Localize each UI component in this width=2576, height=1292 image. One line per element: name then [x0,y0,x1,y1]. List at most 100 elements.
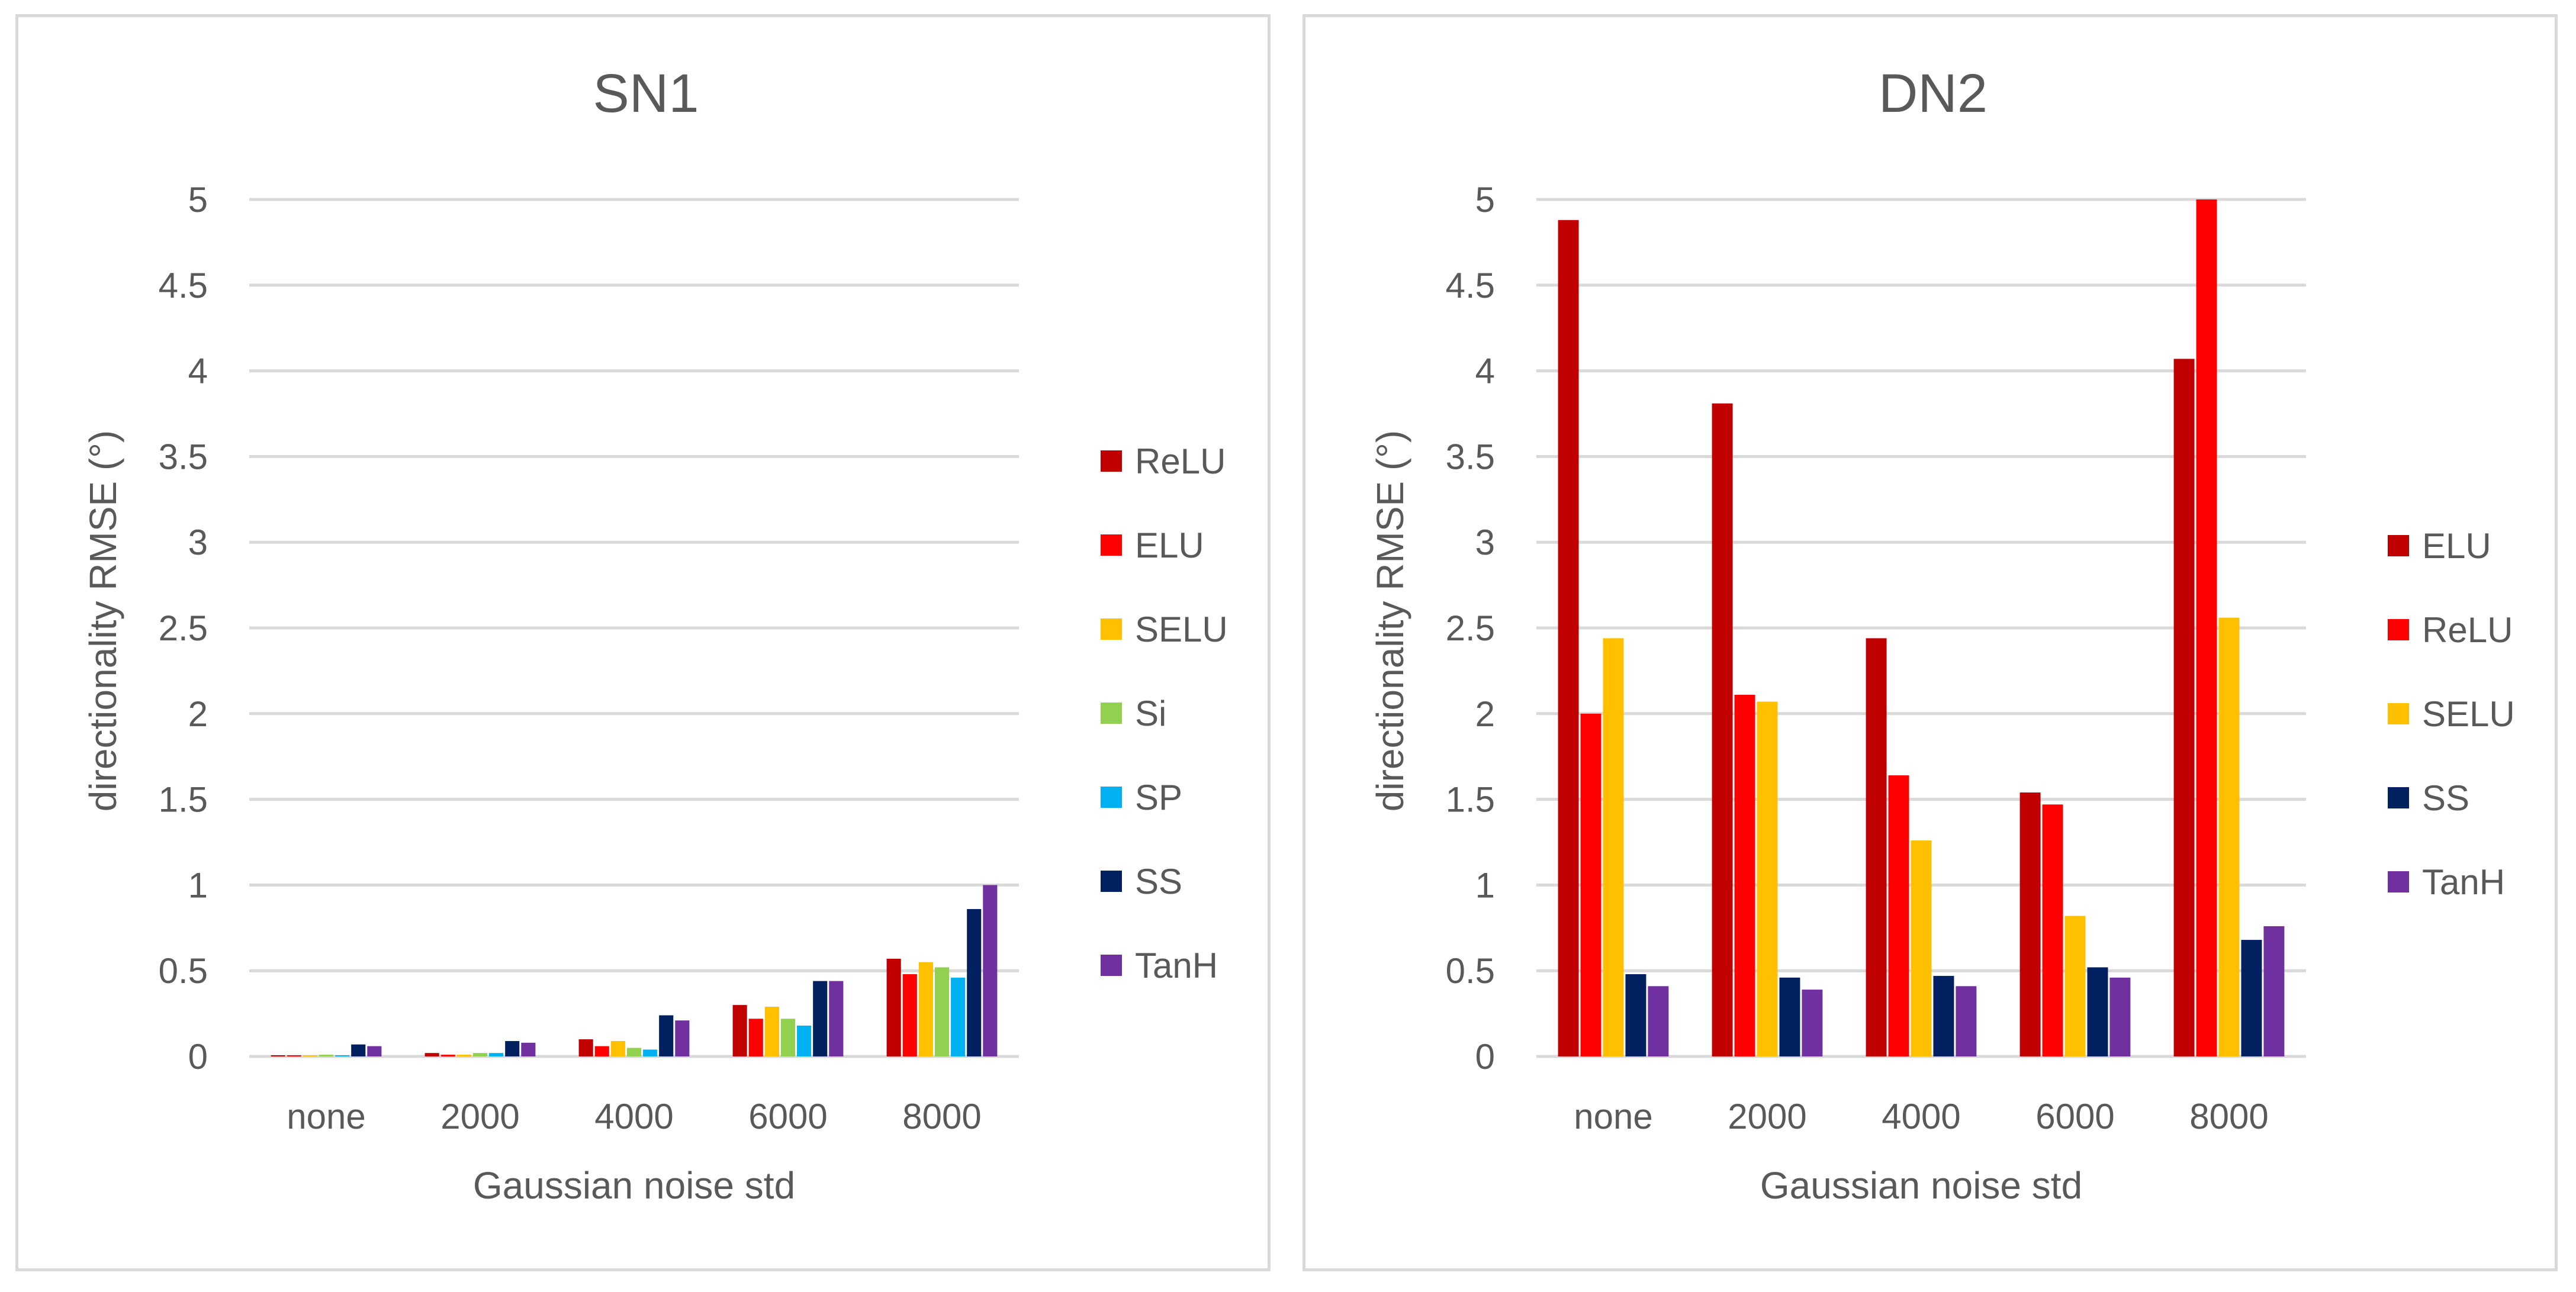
bar [2173,359,2195,1056]
bar [748,1019,763,1056]
legend-label: SELU [1135,610,1228,649]
legend-swatch [2388,787,2409,808]
legend-swatch [1101,703,1122,724]
bar [2196,199,2217,1056]
bar [1648,986,1669,1056]
y-tick-label: 1.5 [159,780,208,820]
bar [829,981,844,1056]
x-tick-label: 2000 [440,1097,519,1136]
y-tick-label: 4.5 [159,266,208,305]
y-tick-label: 3 [188,523,208,562]
bar [319,1055,334,1056]
bar [643,1049,658,1056]
x-tick-label: none [1574,1097,1652,1136]
bar [764,1007,779,1056]
bar [2042,804,2063,1056]
bar [1712,403,1733,1056]
bars [271,885,998,1056]
y-tick-label: 4 [188,352,208,391]
bar [918,962,933,1056]
bar [1933,975,1954,1056]
x-tick-label: 6000 [2035,1097,2114,1136]
x-tick-label: 8000 [902,1097,981,1136]
bar [659,1015,674,1056]
bar [1734,694,1755,1056]
y-tick-label: 0.5 [1446,951,1495,991]
bar [287,1055,301,1056]
chart-dn2: DN2 directionality RMSE (°) Gaussian noi… [1369,63,2515,1207]
x-tick-labels: none 2000 4000 6000 8000 [287,1097,981,1136]
legend-swatch [1101,618,1122,640]
y-tick-label: 3.5 [159,437,208,476]
y-tick-label: 1.5 [1446,780,1495,820]
bar [967,908,982,1056]
chart-sn1: SN1 directionality RMSE (°) Gaussian noi… [82,63,1228,1207]
x-tick-label: 2000 [1728,1097,1806,1136]
legend-swatch [1101,787,1122,808]
bar [2109,977,2131,1056]
legend-swatch [1101,955,1122,976]
bar [983,885,998,1056]
bar [489,1053,504,1056]
bar [594,1046,609,1056]
y-tick-label: 0 [188,1037,208,1077]
bar [472,1053,488,1056]
bar [424,1053,439,1056]
legend-label: ReLU [1135,442,1226,481]
legend-label: SP [1135,778,1182,817]
x-tick-label: 6000 [748,1097,827,1136]
bar [934,967,950,1056]
bar [1956,986,1977,1056]
bar [780,1019,796,1056]
y-tick-label: 2 [188,694,208,734]
chart-panel-sn1: SN1 directionality RMSE (°) Gaussian noi… [15,14,1271,1271]
bar [505,1040,520,1056]
legend-label: SELU [2422,694,2515,734]
legend-swatch [2388,619,2409,640]
legend: ELU ReLU SELU SS TanH [2388,526,2515,902]
y-tick-label: 5 [188,180,208,220]
y-tick-label: 3.5 [1446,437,1495,476]
bar [813,981,828,1056]
bar [797,1025,812,1056]
bar [521,1042,536,1056]
bar [1625,974,1646,1056]
bar [2087,967,2108,1056]
bar [1603,638,1624,1056]
y-tick-label: 5 [1475,180,1495,220]
x-tick-label: none [287,1097,365,1136]
bar [1580,713,1601,1056]
bar [271,1055,285,1056]
bar [335,1055,350,1056]
y-tick-label: 4 [1475,352,1495,391]
y-axis-label: directionality RMSE (°) [82,430,124,811]
bar [303,1055,317,1056]
bar [610,1040,625,1056]
bar [578,1039,593,1056]
legend-label: Si [1135,694,1166,733]
bar [732,1005,747,1056]
y-tick-label: 1 [188,865,208,905]
legend: ReLU ELU SELU Si SP SS TanH [1101,442,1228,985]
chart-title: SN1 [593,63,699,124]
legend-label: ELU [1135,526,1204,565]
y-tick-label: 3 [1475,523,1495,562]
bar [902,974,917,1056]
y-axis-label: directionality RMSE (°) [1369,430,1411,811]
x-tick-labels: none 2000 4000 6000 8000 [1574,1097,2268,1136]
bar [1757,701,1778,1056]
legend-label: ELU [2422,526,2491,566]
bar [2019,792,2041,1056]
x-tick-label: 4000 [594,1097,673,1136]
bar [1779,977,1800,1056]
legend-swatch [1101,534,1122,556]
bar [626,1048,642,1056]
x-tick-label: 8000 [2189,1097,2268,1136]
y-tick-label: 2.5 [159,608,208,648]
legend-swatch [1101,871,1122,892]
chart-panel-dn2: DN2 directionality RMSE (°) Gaussian noi… [1303,14,2558,1271]
bar [440,1055,455,1056]
y-tick-label: 1 [1475,865,1495,905]
legend-swatch [2388,535,2409,556]
bar [351,1044,366,1056]
